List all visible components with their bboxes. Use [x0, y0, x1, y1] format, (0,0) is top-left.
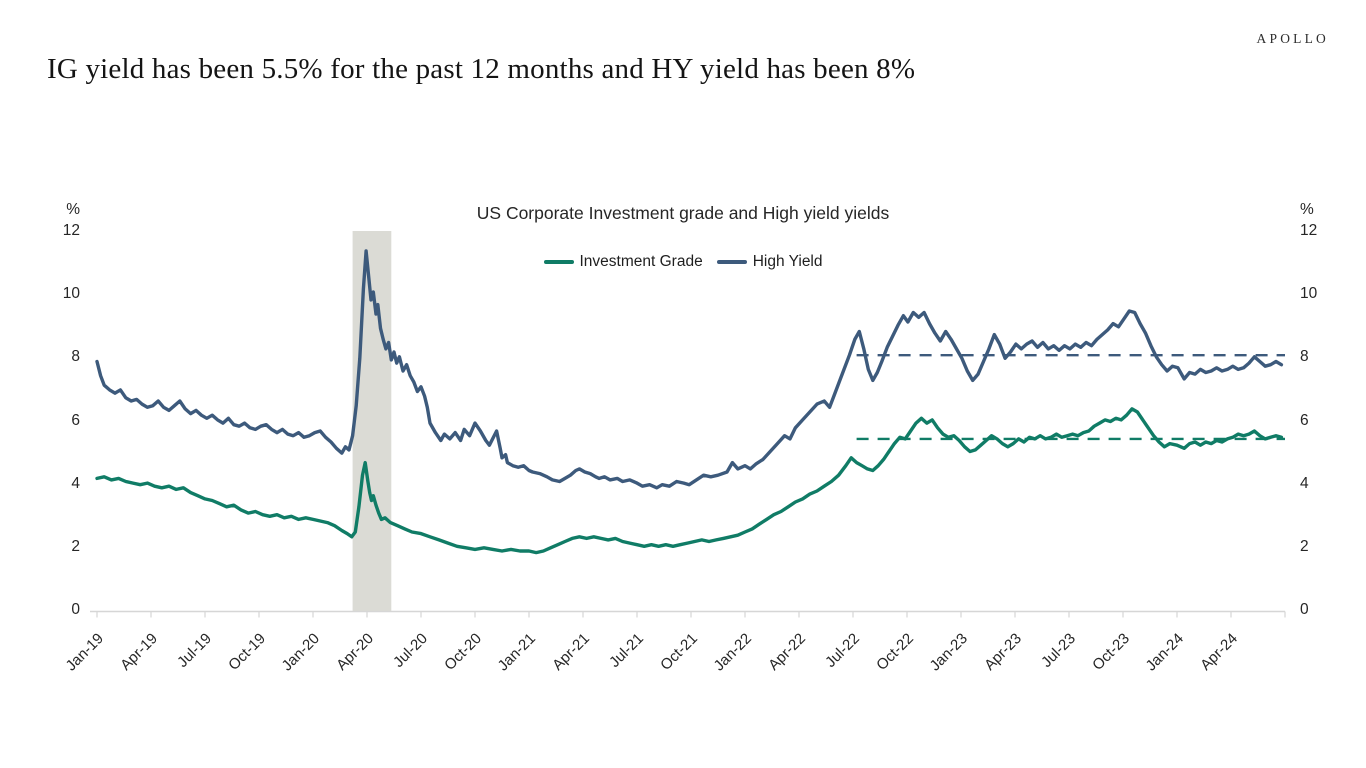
y-tick-label-left-4: 4 — [71, 475, 80, 492]
y-tick-label-left-2: 2 — [71, 538, 80, 555]
y-tick-label-left-0: 0 — [71, 601, 80, 618]
legend-label-high-yield: High Yield — [752, 253, 823, 270]
y-tick-label-left-10: 10 — [62, 285, 80, 302]
y-tick-label-right-8: 8 — [1300, 348, 1309, 365]
recession-shading-band — [352, 231, 392, 612]
y-tick-label-right-4: 4 — [1300, 475, 1309, 492]
legend-label-investment-grade: Investment Grade — [579, 253, 703, 270]
series-line-high-yield — [95, 249, 1284, 490]
y-axis-unit-right: % — [1300, 201, 1314, 218]
legend-item-investment-grade: Investment Grade — [543, 253, 703, 271]
series-line-investment-grade — [95, 407, 1284, 555]
y-tick-label-left-12: 12 — [62, 222, 80, 239]
apollo-logo: APOLLO — [1256, 31, 1329, 46]
y-axis-unit-left: % — [66, 201, 80, 218]
y-tick-label-right-6: 6 — [1300, 412, 1309, 429]
y-tick-label-right-0: 0 — [1300, 601, 1309, 618]
y-tick-label-right-12: 12 — [1300, 222, 1318, 239]
y-tick-label-left-6: 6 — [71, 412, 80, 429]
chart-legend: Investment Grade High Yield — [0, 252, 1366, 272]
chart-title: US Corporate Investment grade and High y… — [476, 203, 890, 223]
y-tick-label-left-8: 8 — [71, 348, 80, 365]
page-title: IG yield has been 5.5% for the past 12 m… — [47, 53, 916, 85]
legend-item-high-yield: High Yield — [716, 253, 823, 271]
legend-line-swatch-investment-grade — [543, 260, 574, 264]
y-tick-label-right-2: 2 — [1300, 538, 1309, 555]
y-tick-label-right-10: 10 — [1300, 285, 1318, 302]
legend-line-swatch-high-yield — [716, 260, 747, 264]
